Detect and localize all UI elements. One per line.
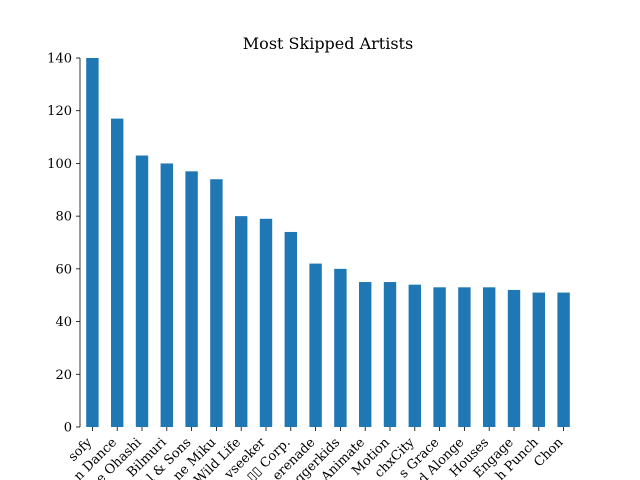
bar-11	[359, 282, 372, 427]
y-tick-label-2: 40	[55, 315, 72, 330]
bar-10	[334, 268, 347, 427]
bar-2	[135, 155, 149, 427]
chart-title: Most Skipped Artists	[243, 34, 413, 53]
bar-0	[86, 58, 99, 427]
bar-1	[111, 118, 124, 428]
bar-14	[433, 287, 446, 427]
y-tick-label-6: 120	[47, 104, 72, 119]
bar-9	[309, 263, 322, 427]
bar-15	[458, 287, 471, 427]
y-tick-label-3: 60	[55, 262, 72, 277]
y-tick-label-7: 140	[47, 52, 72, 67]
bar-3	[160, 163, 173, 427]
x-tick-label-19: Chon	[531, 435, 566, 470]
y-tick-label-4: 80	[55, 210, 72, 225]
bar-17	[507, 289, 521, 427]
bars-group	[86, 58, 570, 428]
bar-8	[284, 231, 297, 427]
y-tick-label-1: 20	[55, 368, 72, 383]
bar-13	[408, 284, 421, 427]
y-axis: 0 20 40 60 80 100 120 140	[47, 52, 81, 436]
bar-7	[259, 218, 273, 427]
y-tick-label-5: 100	[47, 157, 72, 172]
y-tick-label-0: 0	[64, 421, 72, 436]
bar-18	[532, 292, 545, 427]
bar-6	[235, 216, 248, 427]
bar-16	[483, 287, 496, 427]
bar-5	[210, 179, 223, 427]
bar-12	[383, 282, 397, 427]
bar-19	[557, 292, 570, 427]
bar-4	[185, 171, 198, 427]
